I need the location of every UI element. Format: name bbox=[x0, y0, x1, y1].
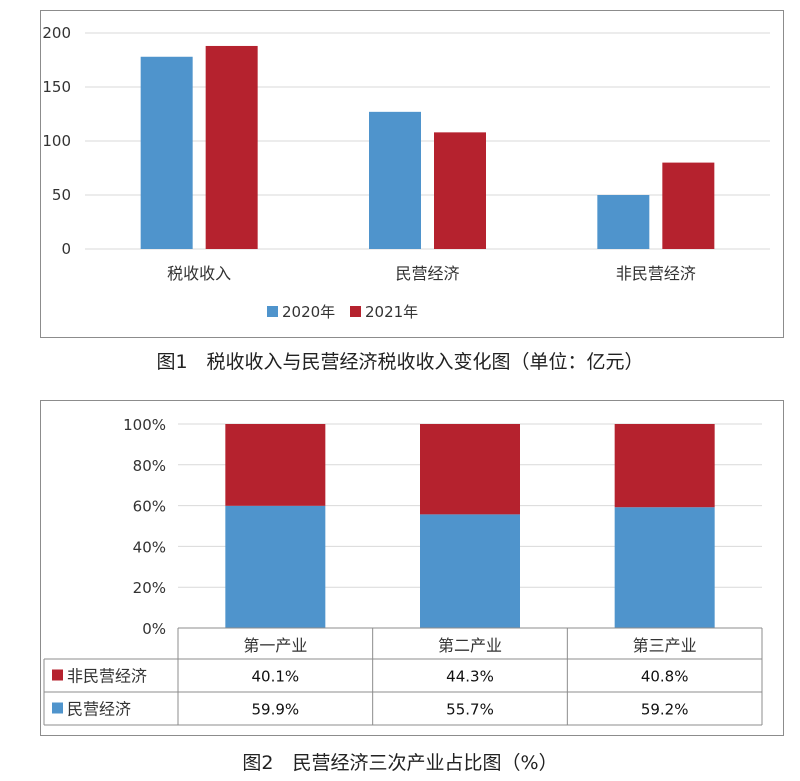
chart2-ytick-label: 80% bbox=[133, 457, 166, 475]
chart2-bar-segment bbox=[614, 424, 715, 508]
chart2-data-cell: 40.8% bbox=[641, 668, 689, 686]
chart2-data-cell: 40.1% bbox=[252, 668, 300, 686]
chart2-legend-swatch bbox=[52, 669, 63, 681]
chart2-legend-label: 非民营经济 bbox=[67, 667, 147, 686]
chart2-ytick-label: 100% bbox=[123, 416, 166, 434]
chart1-ytick-label: 150 bbox=[42, 78, 71, 96]
chart1-legend-swatch bbox=[350, 306, 361, 317]
chart1-legend-label: 2021年 bbox=[365, 303, 418, 321]
chart1-bar bbox=[597, 195, 650, 249]
chart2-data-cell: 59.9% bbox=[252, 701, 300, 719]
chart1-legend-label: 2020年 bbox=[282, 303, 335, 321]
chart1-category-label: 民营经济 bbox=[395, 264, 459, 283]
chart2-ytick-label: 40% bbox=[133, 538, 166, 556]
chart2-caption: 图2 民营经济三次产业占比图（%） bbox=[242, 752, 558, 774]
chart1-category-label: 税收收入 bbox=[167, 264, 231, 283]
chart2-data-cell: 59.2% bbox=[641, 701, 689, 719]
chart2-ytick-label: 60% bbox=[133, 498, 166, 516]
chart1-category-label: 非民营经济 bbox=[616, 264, 696, 283]
chart2-ytick-label: 20% bbox=[133, 579, 166, 597]
chart1-bar bbox=[434, 132, 486, 249]
chart2-bar-segment bbox=[420, 424, 520, 515]
chart2-ytick-label: 0% bbox=[142, 620, 166, 638]
chart1-legend-swatch bbox=[267, 306, 278, 317]
chart1-ytick-label: 100 bbox=[42, 132, 71, 150]
chart2-legend-label: 民营经济 bbox=[67, 700, 131, 719]
chart2-data-cell: 44.3% bbox=[446, 668, 494, 686]
chart1-ytick-label: 0 bbox=[61, 240, 71, 258]
chart1-bar bbox=[369, 111, 421, 249]
chart1-ytick-label: 50 bbox=[52, 186, 71, 204]
chart2-category-label: 第三产业 bbox=[633, 636, 697, 655]
chart2-bar-segment bbox=[420, 514, 520, 628]
chart2-bar-segment bbox=[225, 505, 326, 628]
chart2-category-label: 第二产业 bbox=[438, 636, 502, 655]
chart1-bar bbox=[662, 162, 715, 249]
chart2-bar-segment bbox=[225, 424, 326, 506]
chart2-category-label: 第一产业 bbox=[243, 636, 307, 655]
chart1-bar bbox=[205, 45, 258, 250]
chart2-bar-segment bbox=[614, 507, 715, 628]
chart2-data-cell: 55.7% bbox=[446, 701, 494, 719]
chart1-bar bbox=[140, 56, 193, 250]
chart1-caption: 图1 税收收入与民营经济税收收入变化图（单位：亿元） bbox=[156, 351, 644, 373]
chart1-ytick-label: 200 bbox=[42, 24, 71, 42]
chart2-legend-swatch bbox=[52, 702, 63, 714]
